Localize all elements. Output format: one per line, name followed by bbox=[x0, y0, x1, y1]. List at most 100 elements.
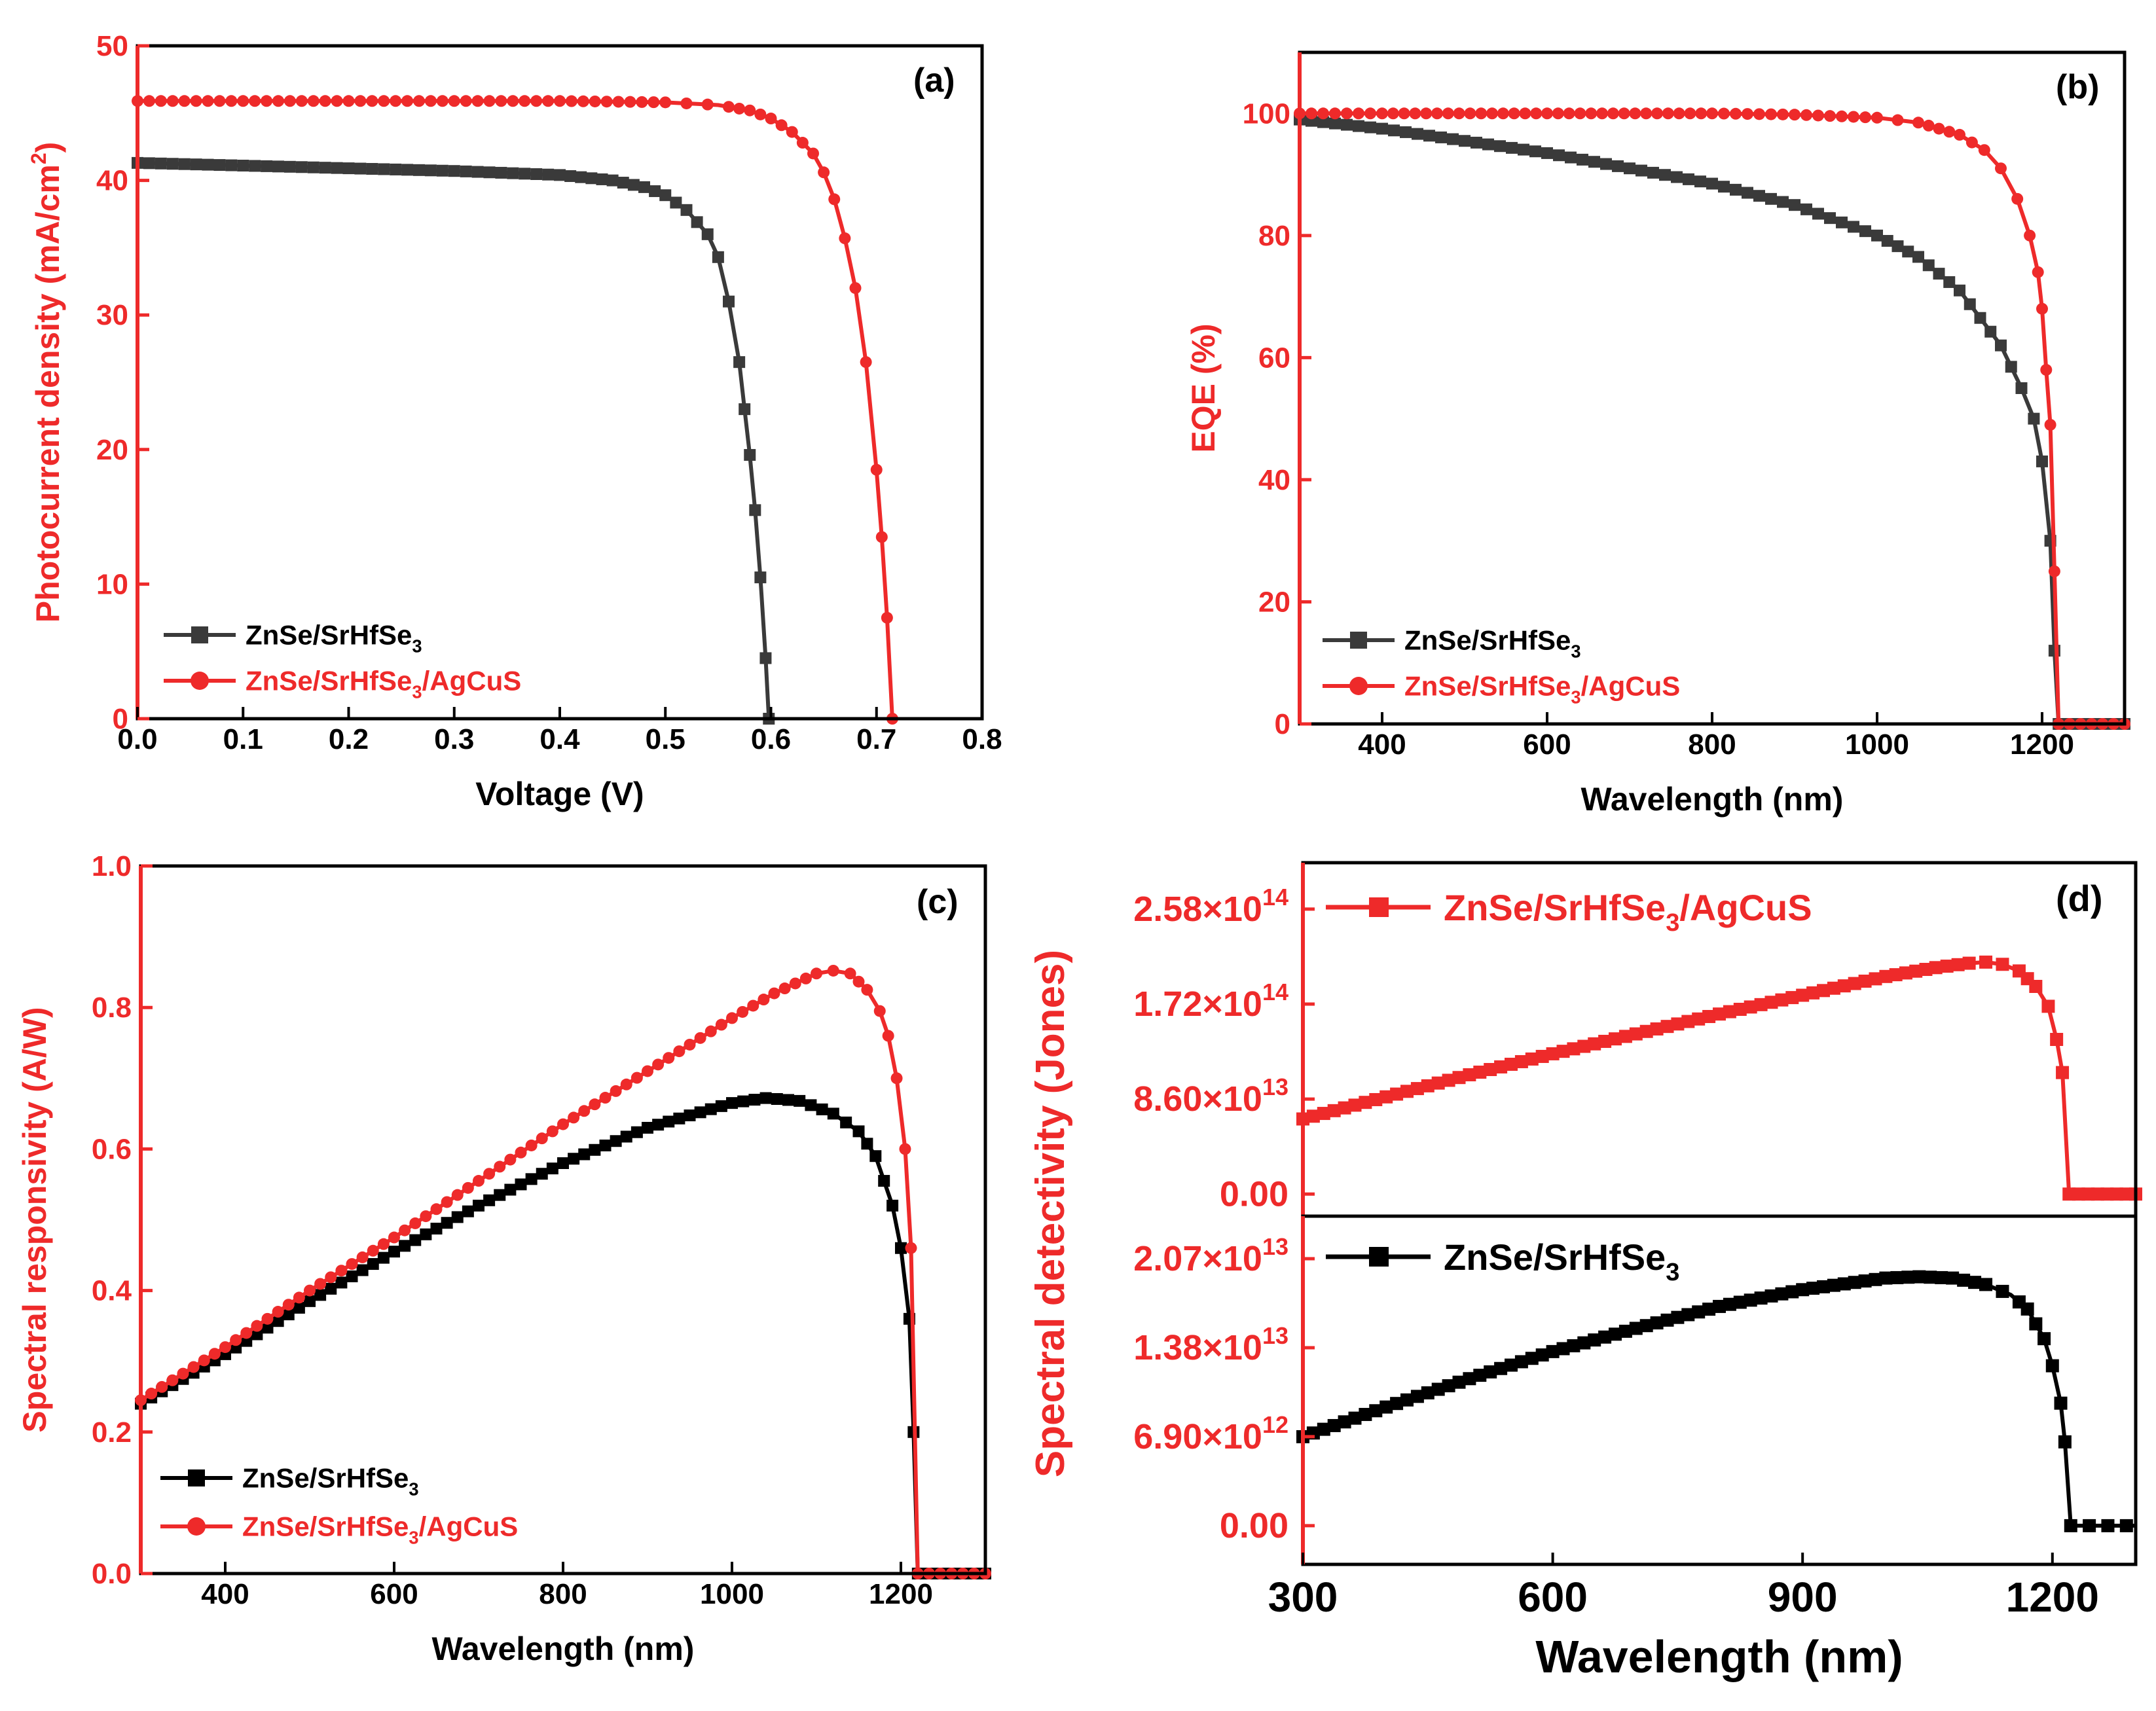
data-point bbox=[1452, 1375, 1466, 1389]
data-point bbox=[2064, 1519, 2077, 1532]
y-tick-exponent: 13 bbox=[1262, 1322, 1288, 1349]
data-point bbox=[1730, 107, 1742, 120]
data-point bbox=[237, 95, 249, 107]
data-point bbox=[1341, 107, 1353, 120]
data-point bbox=[441, 1196, 453, 1208]
data-point bbox=[2058, 1435, 2072, 1449]
data-point bbox=[1984, 325, 1997, 338]
data-point bbox=[399, 1224, 411, 1236]
data-point bbox=[1692, 1305, 1706, 1319]
legend-label: ZnSe/SrHfSe3 bbox=[1444, 1236, 1679, 1286]
data-point bbox=[401, 95, 414, 107]
data-point bbox=[1639, 1024, 1653, 1038]
y-tick-mantissa: 0.00 bbox=[1220, 1506, 1288, 1545]
data-point bbox=[319, 162, 331, 174]
data-point bbox=[754, 108, 767, 120]
data-point bbox=[1996, 958, 2009, 971]
data-point bbox=[283, 160, 296, 173]
data-point bbox=[1660, 1313, 1674, 1327]
data-point bbox=[1647, 166, 1659, 179]
data-point bbox=[704, 1025, 717, 1037]
data-point bbox=[673, 1112, 685, 1125]
data-point bbox=[782, 1094, 794, 1106]
data-point bbox=[525, 1139, 538, 1151]
data-point bbox=[1891, 240, 1904, 253]
data-point bbox=[1519, 107, 1531, 120]
data-point bbox=[1869, 972, 1882, 986]
data-point bbox=[424, 95, 437, 107]
data-point bbox=[617, 177, 629, 189]
data-point bbox=[1484, 1062, 1497, 1076]
x-tick-label: 600 bbox=[1518, 1574, 1588, 1621]
data-point bbox=[1612, 160, 1624, 172]
data-point bbox=[701, 98, 714, 111]
data-point bbox=[2041, 1000, 2055, 1013]
data-point bbox=[670, 196, 682, 209]
data-point bbox=[807, 147, 819, 160]
data-point bbox=[737, 1005, 749, 1018]
data-point bbox=[261, 1312, 274, 1325]
data-point bbox=[441, 1217, 453, 1229]
data-point bbox=[1387, 107, 1399, 120]
data-point bbox=[1957, 1273, 1971, 1287]
data-point bbox=[2044, 418, 2056, 431]
data-point bbox=[715, 1100, 727, 1112]
data-point bbox=[1806, 1282, 1820, 1295]
data-point bbox=[1943, 276, 1956, 288]
data-point bbox=[578, 1148, 591, 1161]
data-point bbox=[1785, 1285, 1799, 1299]
y-axis-label: Spectral detectivity (Jones) bbox=[1028, 950, 1073, 1477]
data-point bbox=[307, 161, 320, 173]
data-point bbox=[882, 1030, 894, 1042]
y-tick-label: 1.72×1014 bbox=[1133, 979, 1288, 1024]
data-point bbox=[325, 1282, 337, 1295]
data-point bbox=[1718, 181, 1730, 193]
data-point bbox=[1979, 955, 1993, 969]
data-point bbox=[1514, 1355, 1528, 1369]
data-point bbox=[589, 1098, 601, 1111]
legend-marker bbox=[188, 1469, 205, 1486]
legend-label-sub: 3 bbox=[1571, 641, 1580, 661]
data-point bbox=[811, 967, 822, 980]
data-point bbox=[430, 1223, 443, 1235]
data-point bbox=[627, 179, 640, 191]
data-point bbox=[606, 174, 619, 187]
data-point bbox=[704, 1103, 717, 1115]
data-point bbox=[1742, 187, 1753, 199]
data-point bbox=[1935, 1270, 1948, 1284]
data-point bbox=[726, 1012, 738, 1024]
data-point bbox=[827, 964, 839, 977]
panel-label: (a) bbox=[913, 62, 955, 99]
data-point bbox=[1753, 108, 1765, 120]
data-point bbox=[282, 1308, 295, 1321]
y-tick-label: 60 bbox=[1258, 342, 1290, 374]
data-point bbox=[1317, 107, 1329, 120]
data-point bbox=[1639, 1319, 1653, 1333]
data-point bbox=[816, 1103, 828, 1115]
data-point bbox=[691, 216, 703, 228]
data-point bbox=[525, 1173, 538, 1185]
data-point bbox=[1933, 268, 1945, 280]
data-point bbox=[1574, 107, 1586, 120]
data-point bbox=[663, 1115, 675, 1128]
data-point bbox=[1681, 1308, 1695, 1322]
y-tick-exponent: 12 bbox=[1262, 1411, 1288, 1438]
data-point bbox=[1765, 108, 1777, 120]
data-point bbox=[630, 1072, 643, 1084]
data-point bbox=[495, 95, 507, 107]
data-point bbox=[237, 159, 249, 171]
x-tick-label: 300 bbox=[1268, 1574, 1338, 1621]
data-point bbox=[694, 1032, 706, 1044]
data-point bbox=[155, 157, 167, 170]
data-point bbox=[1754, 998, 1768, 1011]
data-point bbox=[1713, 1007, 1726, 1021]
data-point bbox=[462, 1181, 474, 1194]
data-point bbox=[875, 531, 888, 543]
legend-marker bbox=[187, 1517, 206, 1536]
x-tick-label: 0.2 bbox=[329, 723, 369, 755]
data-point bbox=[483, 1194, 496, 1206]
data-point bbox=[1764, 1289, 1778, 1303]
data-point bbox=[1858, 974, 1872, 988]
data-point bbox=[1858, 1274, 1872, 1288]
y-tick-label: 20 bbox=[96, 434, 128, 466]
